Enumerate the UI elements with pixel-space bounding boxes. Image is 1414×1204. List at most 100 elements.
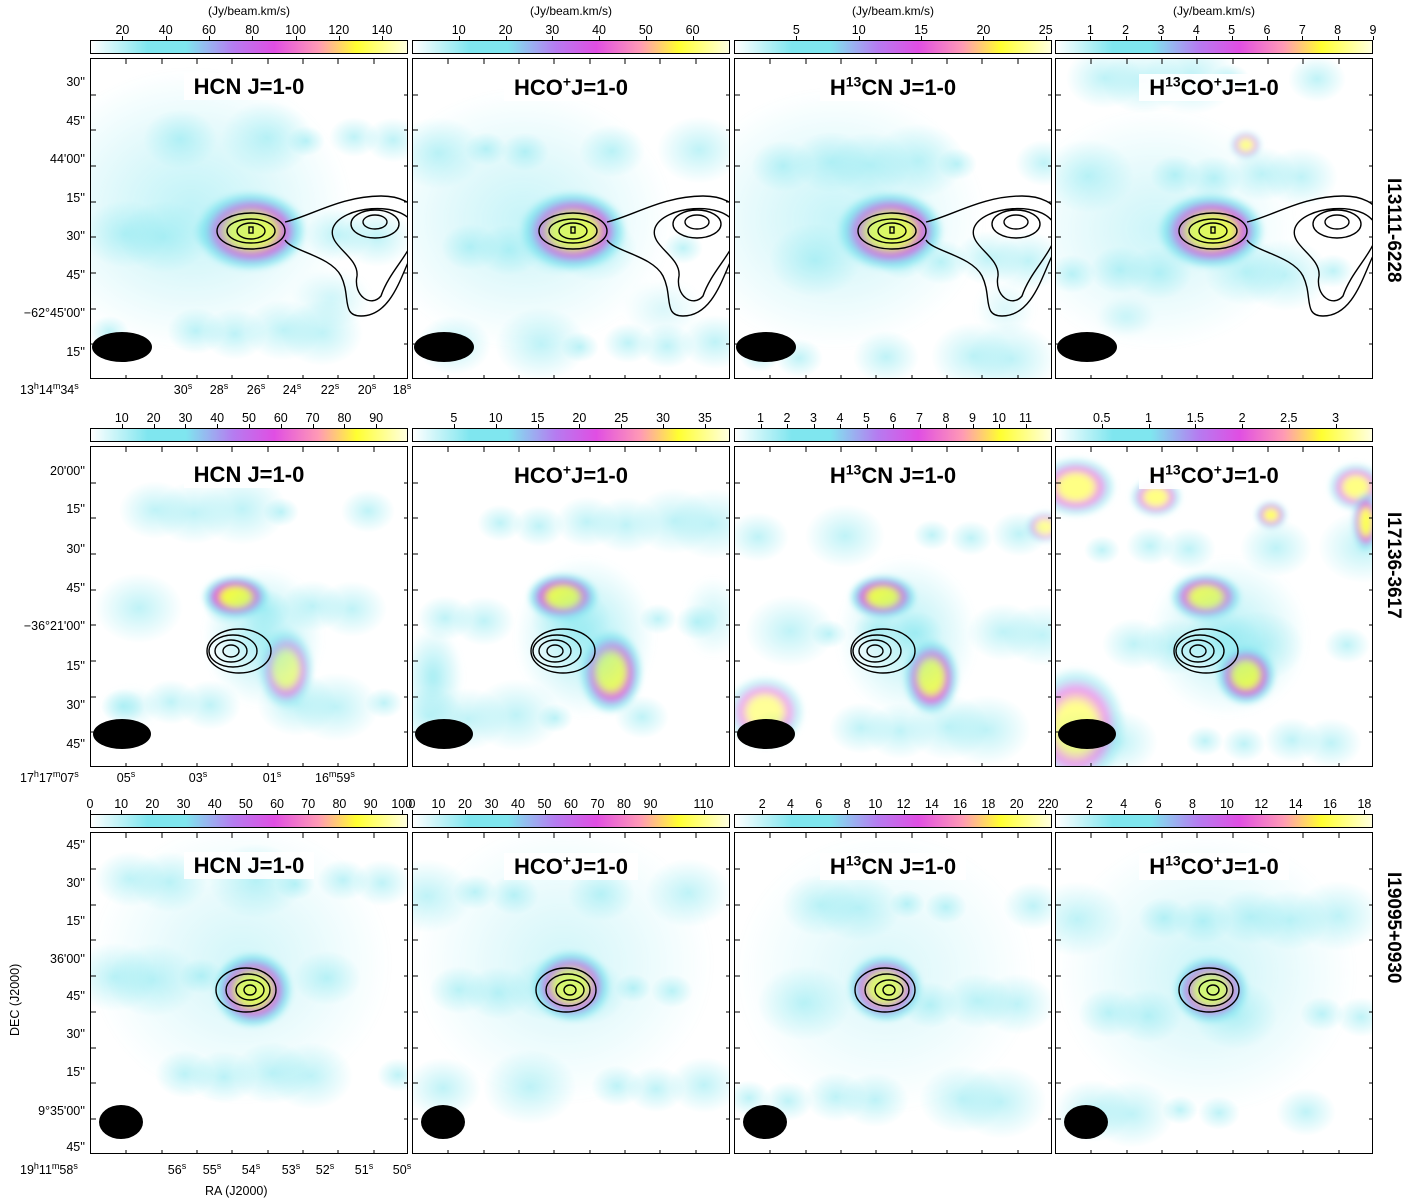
colorbar-tick-mark (919, 424, 921, 428)
colorbar-tick-mark (1089, 810, 1091, 814)
colorbar-tick-label: 30 (656, 411, 670, 425)
colorbar-tick-label: 30 (178, 411, 193, 425)
colorbar-tick-mark (544, 810, 546, 814)
map-panel-3-3: H13CN J=1-0 (734, 832, 1052, 1154)
colorbar-tick-mark (1373, 36, 1374, 40)
ra-h-value: 13 (20, 383, 34, 398)
colorbar-tick-mark (1123, 810, 1125, 814)
colorbar-tick-label: 60 (202, 23, 216, 37)
colorbar-tick-label: 10 (451, 23, 466, 37)
title-part-1: HCO (514, 854, 563, 880)
colorbar-tick-label: 2 (1085, 797, 1093, 811)
colorbar-tick-label: 8 (843, 797, 851, 811)
colorbar-tick-mark (840, 424, 841, 428)
dec-tick-label: 30'' (66, 75, 85, 89)
colorbar-tick-mark (465, 810, 466, 814)
colorbar-tick-mark (787, 424, 788, 428)
ra-s-value: 01 (262, 771, 277, 786)
ra-tick-label: 52s (316, 1161, 334, 1177)
ra-s-unit: s (334, 381, 340, 391)
colorbar-tick-label: 40 (158, 23, 173, 37)
panel-title-box: HCN J=1-0 (183, 73, 315, 100)
ra-s-value: 28 (209, 383, 224, 398)
title-charge: + (1213, 462, 1222, 478)
contours (530, 628, 596, 674)
colorbar-tick-label: 35 (697, 411, 712, 425)
colorbar-tick-label: 1 (757, 411, 764, 425)
colorbar-tick-label: 30 (545, 23, 560, 37)
title-charge: + (562, 462, 572, 478)
panel-title-box: HCN J=1-0 (183, 461, 315, 488)
colorbar-tick-mark (1288, 424, 1290, 428)
map-panel-2-1: HCN J=1-0 (90, 446, 408, 767)
contours (1178, 195, 1372, 317)
colorbar-tick-label: 10 (992, 411, 1006, 425)
colorbar-tick-label: 40 (592, 23, 606, 37)
ra-s-value: 05 (116, 771, 131, 786)
colorbar (90, 36, 408, 54)
beam-ellipse (743, 1105, 787, 1139)
dec-tick-label: 15'' (66, 914, 85, 928)
colorbar (412, 424, 730, 442)
colorbar-tick-mark (796, 36, 798, 40)
panel-title: HCN J=1-0 (91, 461, 407, 488)
colorbar-tick-label: 30 (176, 797, 191, 811)
title-isotope: 13 (1165, 74, 1181, 90)
colorbar-tick-label: 18 (1357, 797, 1372, 811)
ra-tick-label: 13h14m34s (20, 381, 79, 397)
dec-tick-label: 45'' (66, 989, 85, 1003)
dec-tick-label: 15'' (66, 1065, 85, 1079)
ra-s-value: 56 (167, 1163, 182, 1178)
map-panel-3-1: HCN J=1-0 (90, 832, 408, 1154)
panel-title-box: H13CN J=1-0 (819, 853, 967, 881)
colorbar-tick-label: 20 (572, 411, 587, 425)
panel-title-box: H13CN J=1-0 (819, 462, 967, 490)
colorbar-tick-mark (537, 424, 539, 428)
colorbar-tick-label: 12 (1254, 797, 1269, 811)
contours (857, 195, 1051, 317)
dec-tick-label: 44'00'' (50, 152, 85, 166)
panel-title: H13CN J=1-0 (735, 74, 1051, 102)
colorbar-tick-mark (295, 36, 297, 40)
colorbar-tick-mark (165, 36, 167, 40)
colorbar-tick-mark (790, 810, 792, 814)
colorbar-tick-mark (921, 36, 923, 40)
ra-s-value: 30 (173, 383, 188, 398)
source-name: I19095+0930 (1383, 872, 1404, 984)
colorbar-tick-mark (1090, 36, 1092, 40)
title-isotope: 13 (845, 462, 862, 478)
ra-s-unit: s (181, 1161, 187, 1171)
title-part-3: J=1-0 (571, 854, 628, 880)
colorbar-tick-mark (1044, 810, 1046, 814)
colorbar-tick-label: 10 (114, 797, 129, 811)
beam-ellipse (421, 1105, 465, 1139)
colorbar-tick-mark (1261, 810, 1263, 814)
dec-tick-label: 15'' (66, 191, 85, 205)
dec-tick-label: 30'' (66, 229, 85, 243)
title-part-3: J=1-0 (1221, 463, 1279, 489)
colorbar-tick-label: 2 (1122, 23, 1130, 37)
beam-ellipse (414, 332, 474, 362)
map-panel-3-2: HCO+J=1-0 (412, 832, 730, 1154)
ra-tick-label: 53s (282, 1161, 300, 1177)
dec-tick-label: 36'00'' (50, 952, 85, 966)
colorbar-tick-mark (153, 424, 155, 428)
colorbar-tick-mark (1016, 810, 1018, 814)
colorbar-tick-mark (1302, 36, 1304, 40)
ra-s-unit: s (406, 381, 412, 391)
colorbar-tick-label: 3 (810, 411, 817, 425)
colorbar-tick-label: 0 (1051, 797, 1059, 811)
map-panel-1-1: HCN J=1-0 (90, 58, 408, 379)
title-part-2: CO (1180, 463, 1214, 489)
colorbar-tick-label: 50 (537, 797, 552, 811)
map-panel-1-2: HCO+J=1-0 (412, 58, 730, 379)
dec-tick-label: 45'' (66, 838, 85, 852)
colorbar-tick-mark (813, 424, 815, 428)
title-part-1: H (1149, 854, 1166, 880)
colorbar-tick-label: 40 (511, 797, 525, 811)
colorbar-tick-mark (1330, 810, 1332, 814)
title-part-2: CN J=1-0 (861, 75, 957, 101)
colorbar-tick-label: 12 (896, 797, 911, 811)
dec-tick-label: 30'' (66, 698, 85, 712)
title-isotope: 13 (1165, 462, 1181, 478)
